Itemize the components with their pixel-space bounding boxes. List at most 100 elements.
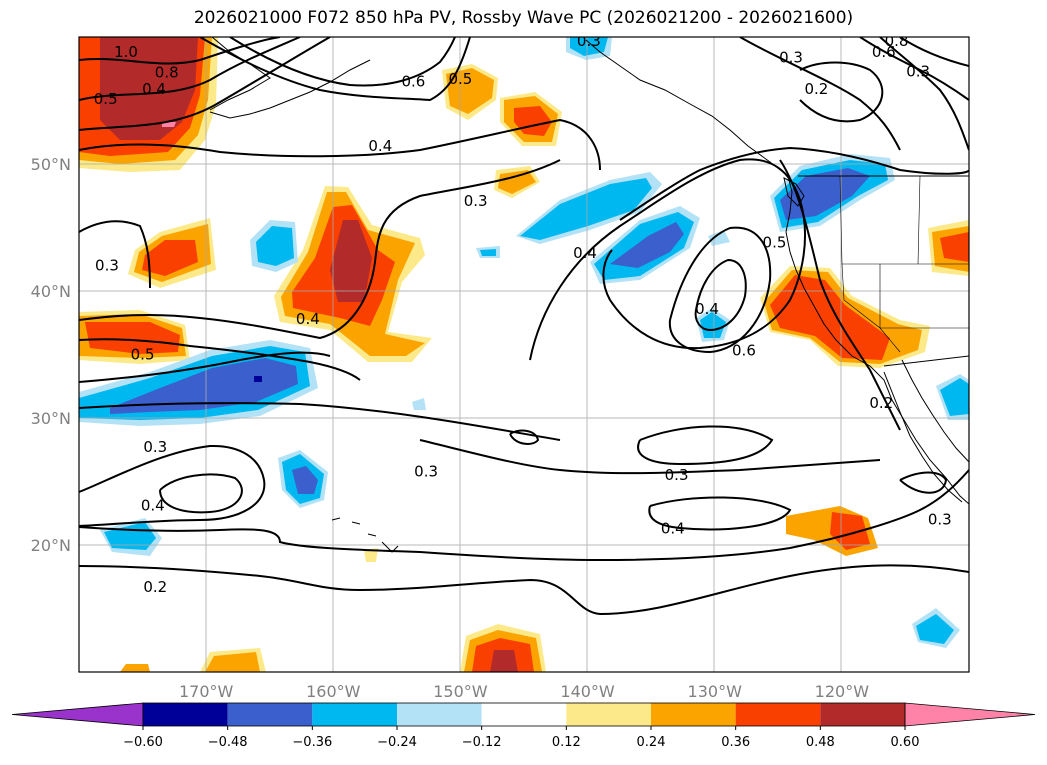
contour-label: 0.6 xyxy=(732,342,756,360)
contour-label: 0.5 xyxy=(131,346,155,364)
pv-contour-line xyxy=(159,473,243,514)
alaska-coastline xyxy=(209,37,271,111)
pv-contour-line xyxy=(799,61,884,123)
colorbar-tick-label: −0.12 xyxy=(462,735,502,750)
latitude-tick-labels: 50°N 40°N 30°N 20°N xyxy=(31,155,71,555)
positive-anomaly-area xyxy=(498,170,536,194)
pv-anomaly-shading xyxy=(79,37,969,672)
positive-anomaly-area xyxy=(490,650,518,672)
pv-contour-line xyxy=(509,429,540,445)
latitude-tick-label: 30°N xyxy=(31,409,71,428)
hawaii-islands xyxy=(331,517,399,553)
longitude-tick-label: 140°W xyxy=(560,682,615,701)
latitude-tick-label: 50°N xyxy=(31,155,71,174)
contour-label: 0.3 xyxy=(95,257,119,275)
gulf-coastline xyxy=(901,359,969,463)
contour-label: 0.8 xyxy=(155,64,179,82)
colorbar-box xyxy=(227,703,313,726)
longitude-tick-label: 160°W xyxy=(306,682,361,701)
contour-label: 0.2 xyxy=(143,578,167,596)
baja-coastline xyxy=(883,371,963,503)
contour-labels: 1.00.8 0.6 0.50.50.40.40.30.30.40.50.30.40… xyxy=(94,32,952,596)
pv-contours xyxy=(79,37,969,616)
contour-label: 0.3 xyxy=(665,466,689,484)
pv-contour-line xyxy=(199,37,471,102)
pv-contour-line xyxy=(899,471,948,494)
pv-contour-line xyxy=(79,564,969,616)
colorbar-box xyxy=(481,703,567,726)
colorbar-box xyxy=(651,703,736,726)
pv-contour-line xyxy=(79,37,331,131)
colorbar-box xyxy=(735,703,821,726)
pv-contour-line xyxy=(229,37,456,87)
positive-anomaly-area xyxy=(205,652,260,672)
pv-contour-line xyxy=(419,439,881,475)
positive-anomaly-area xyxy=(85,322,180,354)
negative-anomaly-area xyxy=(480,249,496,256)
map-title: 2026021000 F072 850 hPa PV, Rossby Wave … xyxy=(193,8,854,28)
pv-contour-line xyxy=(619,146,969,221)
pv-contour-line xyxy=(899,37,969,67)
latitude-tick-label: 40°N xyxy=(31,282,71,301)
pv-contour-line xyxy=(694,258,747,332)
pv-contour-line xyxy=(779,159,901,431)
pv-contour-line xyxy=(79,37,281,65)
contour-label: 0.3 xyxy=(143,438,167,456)
negative-anomaly-area xyxy=(110,358,298,414)
pv-contour-line xyxy=(648,496,792,531)
colorbar-box xyxy=(312,703,397,726)
us-mexico-border xyxy=(883,355,969,367)
contour-label: 0.3 xyxy=(577,32,601,50)
contour-label: 0.5 xyxy=(448,70,472,88)
pv-contour-line xyxy=(79,220,151,289)
positive-anomaly-area xyxy=(142,240,198,276)
pv-contour-line xyxy=(79,469,969,562)
colorbar-extend-high xyxy=(904,702,1036,727)
contour-label: 0.6 xyxy=(872,43,896,61)
contour-label: 0.4 xyxy=(142,80,166,98)
colorbar-box xyxy=(143,703,228,726)
colorbar-tick-label: −0.24 xyxy=(377,735,417,750)
positive-anomaly-area xyxy=(364,548,378,562)
contour-label: 0.3 xyxy=(928,511,952,529)
positive-anomaly-area xyxy=(830,512,870,550)
contour-label: 0.4 xyxy=(573,244,597,262)
contour-label: 0.3 xyxy=(464,192,488,210)
pv-contour-line xyxy=(79,351,331,383)
coastlines xyxy=(209,37,969,553)
positive-anomaly-area xyxy=(120,664,150,672)
colorbar-extend-low xyxy=(11,702,144,727)
colorbar-tick-label: 0.60 xyxy=(891,735,920,750)
positive-anomaly-area xyxy=(446,68,494,114)
contour-label: 0.4 xyxy=(141,497,165,515)
north-america-coastline xyxy=(585,39,969,505)
latitude-tick-label: 20°N xyxy=(31,536,71,555)
positive-anomaly-area xyxy=(770,275,890,360)
colorbar-tick-label: 0.24 xyxy=(637,735,666,750)
colorbar-tick-label: 0.36 xyxy=(721,735,750,750)
negative-anomaly-area xyxy=(254,376,262,382)
gridlines xyxy=(79,37,969,672)
contour-label: 0.4 xyxy=(296,310,320,328)
pv-contour-line xyxy=(79,338,361,381)
contour-label: 0.3 xyxy=(906,62,930,80)
colorbar: −0.60 −0.48 −0.36 −0.24 −0.12 0.12 0.24 0.36 0.4… xyxy=(11,702,1036,750)
negative-anomaly-area xyxy=(520,178,652,240)
aleutian-islands xyxy=(209,59,371,119)
colorbar-tick-label: −0.48 xyxy=(208,735,248,750)
longitude-tick-label: 120°W xyxy=(815,682,870,701)
colorbar-box xyxy=(820,703,905,726)
pv-contour-line xyxy=(79,159,561,340)
contour-label: 0.6 xyxy=(401,72,425,90)
pv-contour-line xyxy=(79,37,301,101)
pv-contour-line xyxy=(739,37,901,151)
state-borders xyxy=(839,175,969,353)
pv-contour-line xyxy=(79,444,266,527)
longitude-tick-label: 170°W xyxy=(179,682,234,701)
contour-label: 0.2 xyxy=(804,80,828,98)
pv-contour-line xyxy=(79,118,601,171)
longitude-tick-label: 130°W xyxy=(688,682,743,701)
contour-label: 0.2 xyxy=(869,394,893,412)
pv-contour-line xyxy=(529,158,806,361)
